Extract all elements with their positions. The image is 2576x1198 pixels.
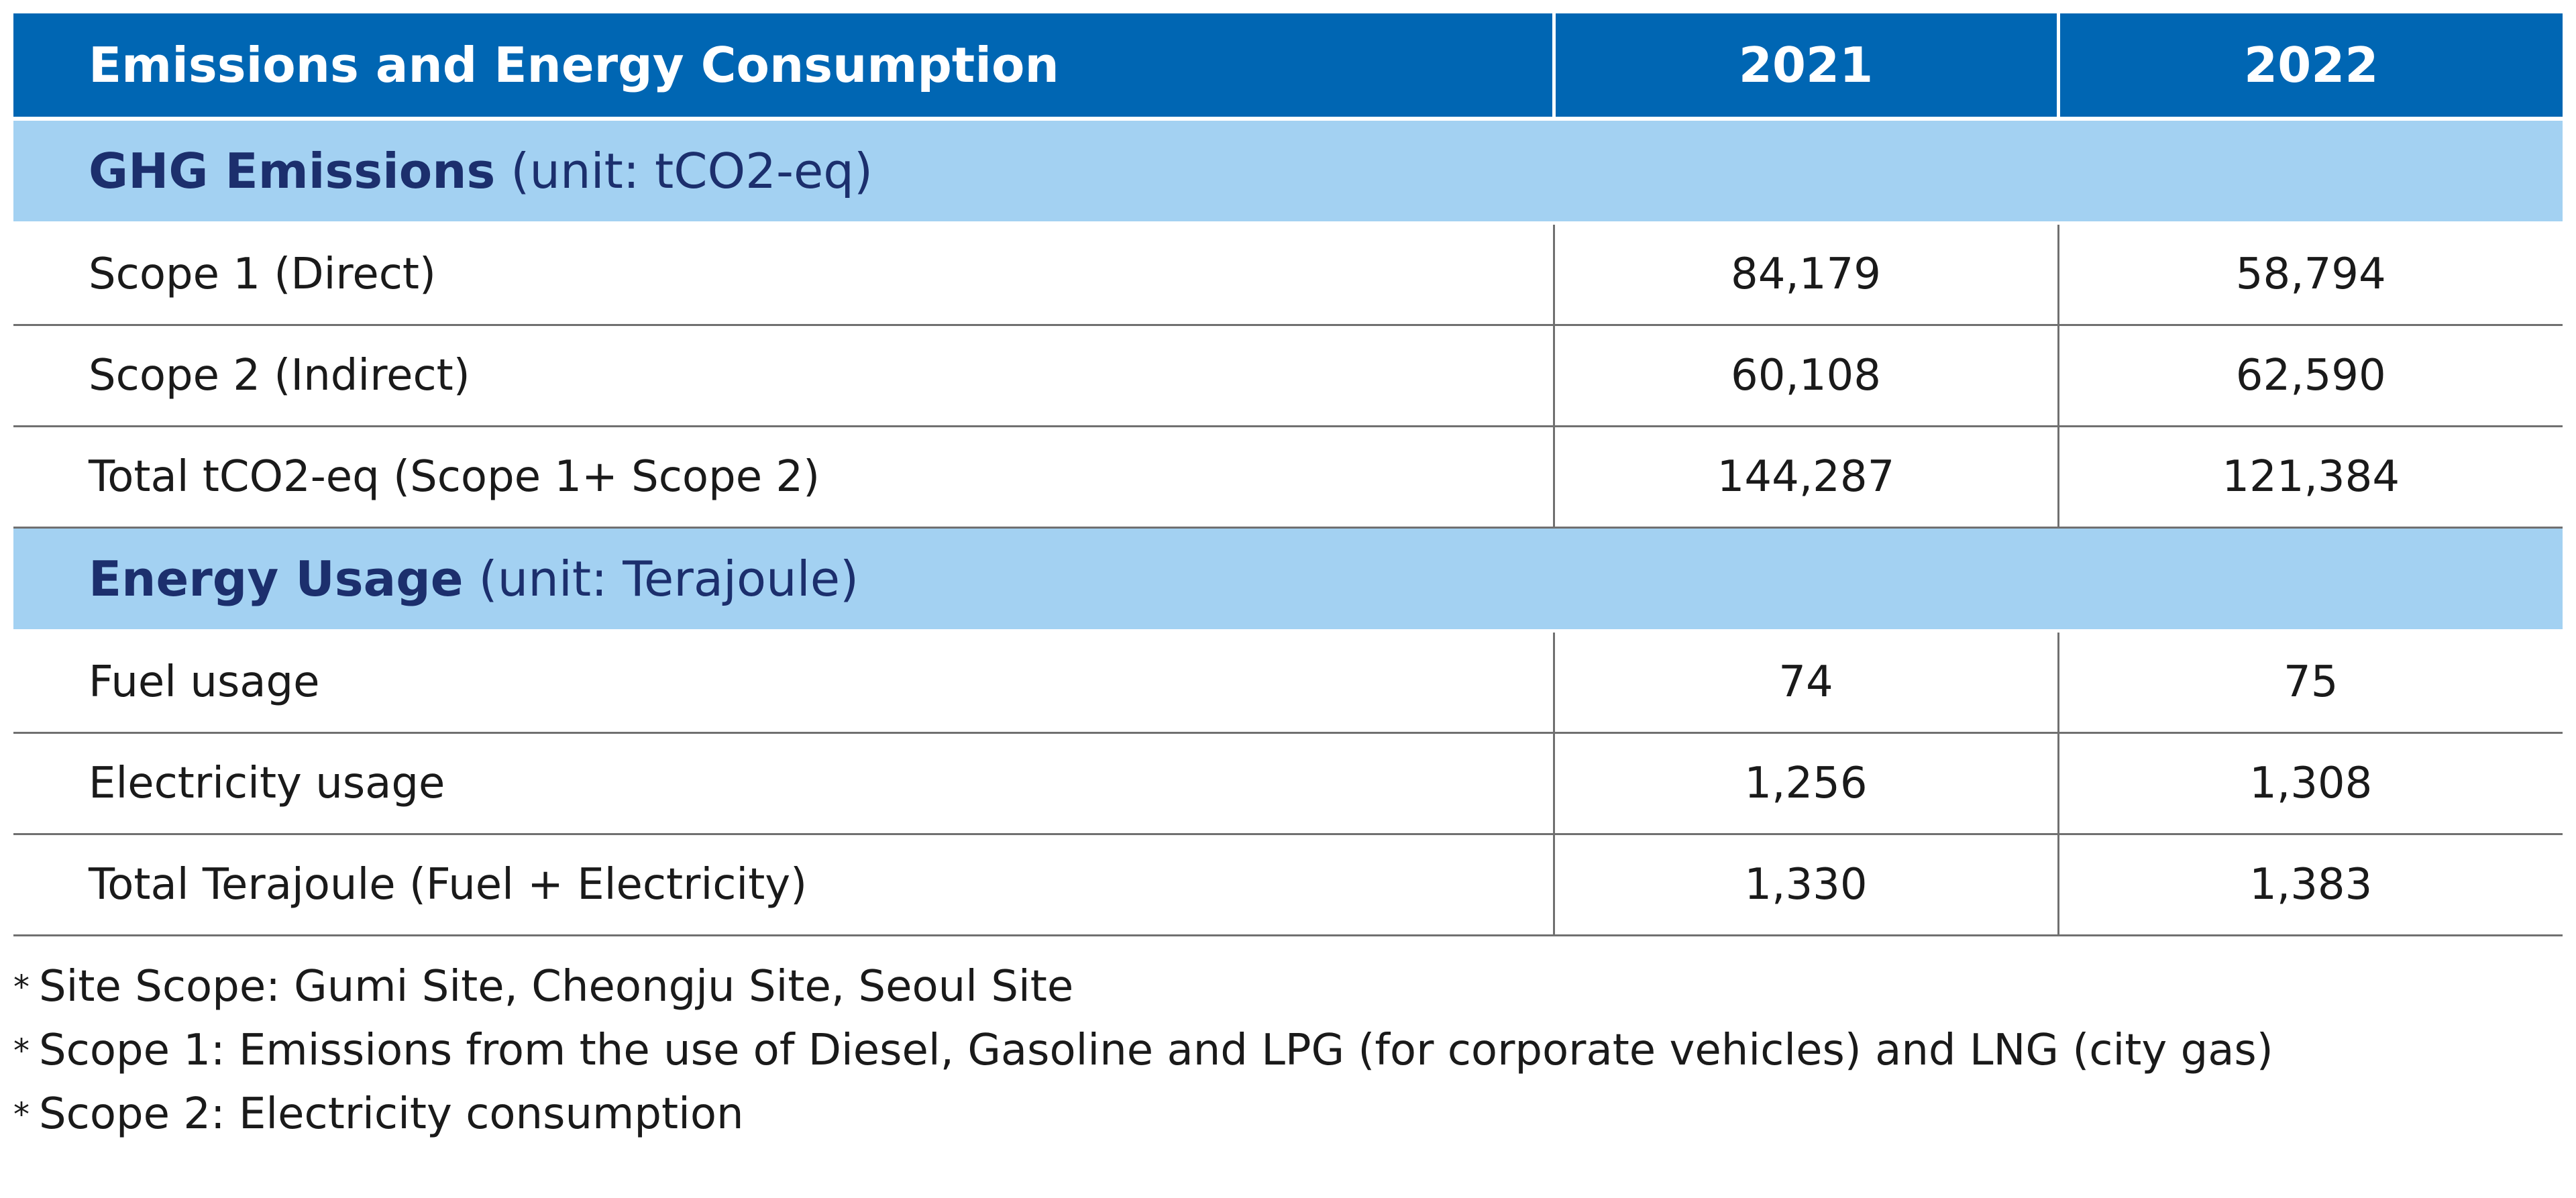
value-2022: 1,308 xyxy=(2057,732,2563,835)
value-2022: 62,590 xyxy=(2057,325,2563,427)
table-row: Total Terajoule (Fuel + Electricity) 1,3… xyxy=(13,834,2563,936)
footnote: * Scope 1: Emissions from the use of Dies… xyxy=(13,1019,2563,1083)
emissions-report: Emissions and Energy Consumption 2021 20… xyxy=(13,13,2563,1146)
table-row: Scope 2 (Indirect) 60,108 62,590 xyxy=(13,325,2563,427)
section-header-energy: Energy Usage (unit: Terajoule) xyxy=(13,527,2563,633)
row-label: Fuel usage xyxy=(13,630,1554,734)
column-header-2022: 2022 xyxy=(2056,13,2563,121)
section-unit: (unit: tCO2-eq) xyxy=(511,143,873,199)
section-title: Energy Usage xyxy=(89,551,464,607)
value-2021: 74 xyxy=(1552,630,2058,734)
asterisk-marker: * xyxy=(13,969,30,1006)
value-2022: 1,383 xyxy=(2057,834,2563,936)
column-header-2021: 2021 xyxy=(1552,13,2058,121)
table-row: Scope 1 (Direct) 84,179 58,794 xyxy=(13,222,2563,326)
value-2021: 84,179 xyxy=(1552,222,2058,326)
value-2021: 1,256 xyxy=(1552,732,2058,835)
row-label: Total tCO2-eq (Scope 1+ Scope 2) xyxy=(13,426,1554,529)
section-title: GHG Emissions xyxy=(89,143,496,199)
row-label: Total Terajoule (Fuel + Electricity) xyxy=(13,834,1554,936)
section-header-cell: Energy Usage (unit: Terajoule) xyxy=(13,527,2563,633)
row-label: Electricity usage xyxy=(13,732,1554,835)
row-label: Scope 1 (Direct) xyxy=(13,222,1554,326)
value-2022: 121,384 xyxy=(2057,426,2563,529)
footnote-text: Scope 1: Emissions from the use of Diese… xyxy=(39,1026,2273,1075)
section-header-cell: GHG Emissions (unit: tCO2-eq) xyxy=(13,119,2563,225)
table-row: Fuel usage 74 75 xyxy=(13,630,2563,734)
value-2022: 58,794 xyxy=(2057,222,2563,326)
table-title: Emissions and Energy Consumption xyxy=(13,13,1554,121)
footnote-text: Scope 2: Electricity consumption xyxy=(39,1089,744,1139)
footnote: * Scope 2: Electricity consumption xyxy=(13,1083,2563,1146)
value-2021: 1,330 xyxy=(1552,834,2058,936)
emissions-energy-table: Emissions and Energy Consumption 2021 20… xyxy=(13,13,2563,936)
section-header-ghg: GHG Emissions (unit: tCO2-eq) xyxy=(13,119,2563,225)
table-row: Total tCO2-eq (Scope 1+ Scope 2) 144,287… xyxy=(13,426,2563,529)
table-header-row: Emissions and Energy Consumption 2021 20… xyxy=(13,13,2563,121)
footnote-text: Site Scope: Gumi Site, Cheongju Site, Se… xyxy=(39,962,1074,1012)
value-2021: 60,108 xyxy=(1552,325,2058,427)
row-label: Scope 2 (Indirect) xyxy=(13,325,1554,427)
table-row: Electricity usage 1,256 1,308 xyxy=(13,732,2563,835)
asterisk-marker: * xyxy=(13,1096,30,1134)
value-2022: 75 xyxy=(2057,630,2563,734)
value-2021: 144,287 xyxy=(1552,426,2058,529)
footnote: * Site Scope: Gumi Site, Cheongju Site, S… xyxy=(13,955,2563,1019)
section-unit: (unit: Terajoule) xyxy=(478,551,859,607)
footnotes: * Site Scope: Gumi Site, Cheongju Site, S… xyxy=(13,955,2563,1146)
asterisk-marker: * xyxy=(13,1032,30,1070)
